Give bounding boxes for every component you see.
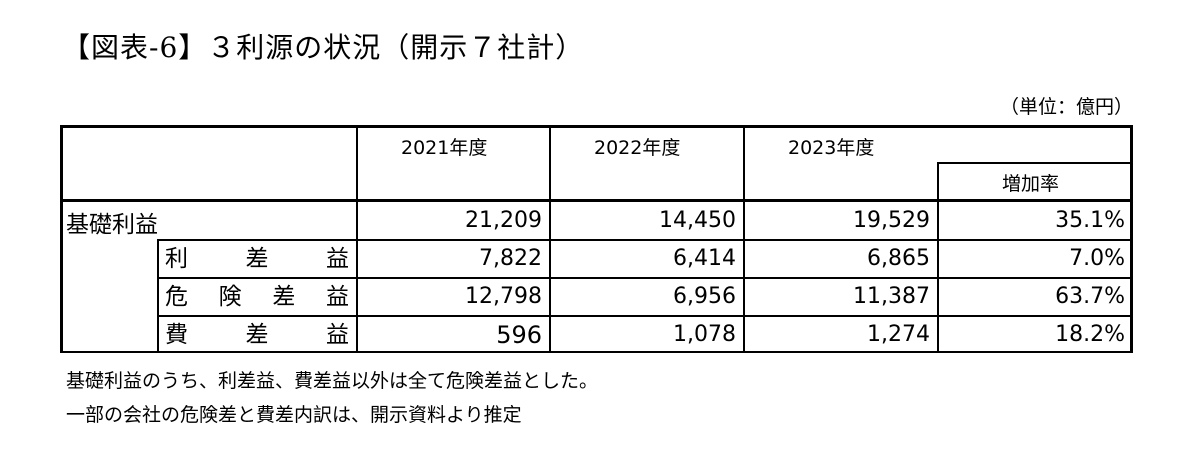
cell-hisa-rate: 18.2% xyxy=(1055,322,1125,347)
row-label-kiken-char: 危 xyxy=(165,284,188,310)
cell-kiken-2023: 11,387 xyxy=(853,284,930,309)
cell-hisa-2022: 1,078 xyxy=(673,322,736,347)
row-label-kiso: 基礎利益 xyxy=(66,212,158,238)
header-2022: 2022年度 xyxy=(594,137,681,159)
profit-sources-table: 2021年度 2022年度 2023年度 増加率 基礎利益 21,209 14,… xyxy=(60,125,1133,353)
header-2023: 2023年度 xyxy=(788,137,875,159)
row-label-risa: 利 差 益 xyxy=(157,240,357,278)
table-border-left xyxy=(60,125,63,353)
table-border-top xyxy=(60,125,1133,128)
row-divider xyxy=(157,315,1133,317)
row-label-kiken-char: 険 xyxy=(218,284,242,310)
col-divider xyxy=(549,125,551,353)
col-divider xyxy=(743,125,745,353)
footnote-2: 一部の会社の危険差と費差内訳は、開示資料より推定 xyxy=(66,404,522,426)
row-label-hisa-char: 差 xyxy=(245,322,269,348)
cell-kiken-2021: 12,798 xyxy=(465,284,542,309)
row-label-risa-char: 利 xyxy=(165,246,188,272)
cell-risa-2022: 6,414 xyxy=(673,246,736,271)
cell-hisa-2021: 596 xyxy=(496,321,542,349)
table-title: 【図表-6】３利源の状況（開示７社計） xyxy=(62,31,585,64)
row-label-hisa-char: 費 xyxy=(165,322,188,348)
cell-risa-2023: 6,865 xyxy=(867,246,930,271)
rate-header-divider xyxy=(938,162,1133,164)
header-bottom-line xyxy=(60,199,1133,202)
row-label-hisa-char: 益 xyxy=(326,322,349,348)
sub-label-left-line xyxy=(157,239,159,353)
footnote-1: 基礎利益のうち、利差益、費差益以外は全て危険差益とした。 xyxy=(66,370,599,392)
cell-kiken-2022: 6,956 xyxy=(673,284,736,309)
unit-label: （単位：億円） xyxy=(999,96,1133,118)
row-label-hisa: 費 差 益 xyxy=(157,316,357,353)
table-border-bottom xyxy=(60,351,1133,353)
row-label-risa-char: 差 xyxy=(245,246,269,272)
row-label-kiken-char: 差 xyxy=(272,284,296,310)
cell-kiso-rate: 35.1% xyxy=(1055,208,1125,233)
row-label-risa-char: 益 xyxy=(326,246,349,272)
cell-risa-rate: 7.0% xyxy=(1069,246,1125,271)
row-label-kiken-char: 益 xyxy=(325,284,349,310)
cell-hisa-2023: 1,274 xyxy=(867,322,930,347)
cell-kiso-2021: 21,209 xyxy=(465,208,542,233)
cell-risa-2021: 7,822 xyxy=(479,246,542,271)
col-divider xyxy=(356,125,358,353)
row-divider xyxy=(157,277,1133,279)
row-divider xyxy=(157,239,1133,241)
cell-kiken-rate: 63.7% xyxy=(1055,284,1125,309)
header-2021: 2021年度 xyxy=(401,137,488,159)
cell-kiso-2023: 19,529 xyxy=(853,208,930,233)
header-growth-rate: 増加率 xyxy=(1002,173,1060,195)
row-label-kiken: 危 険 差 益 xyxy=(157,278,357,316)
col-divider xyxy=(937,162,939,353)
cell-kiso-2022: 14,450 xyxy=(659,208,736,233)
